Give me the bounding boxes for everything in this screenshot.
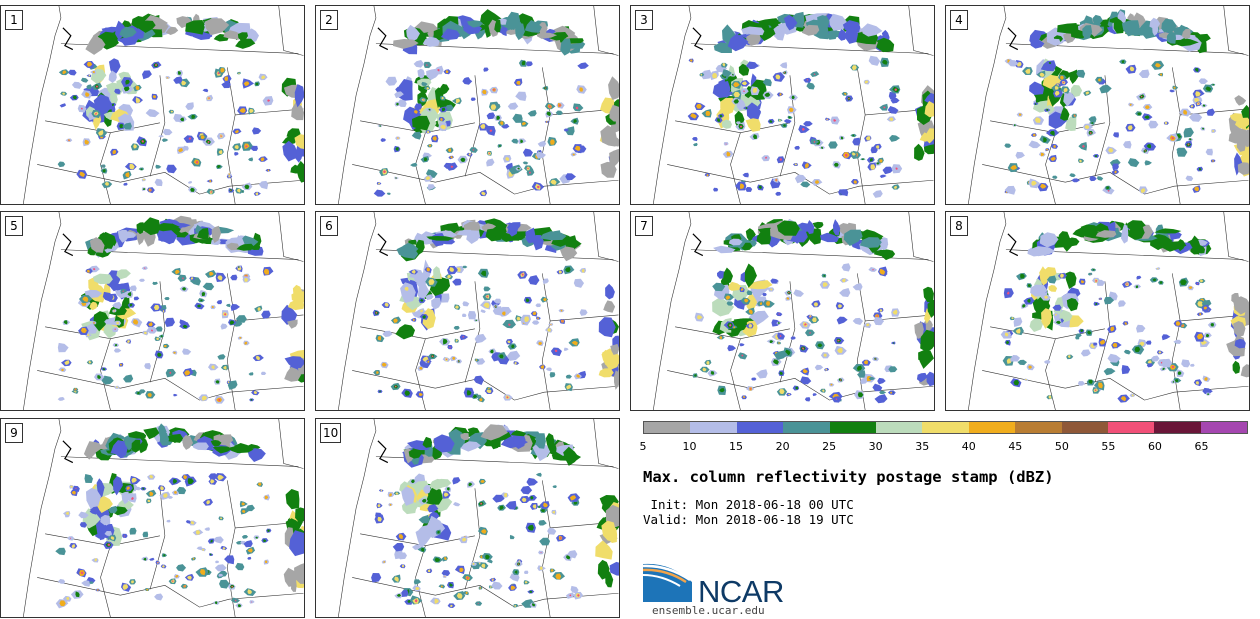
- colorbar-tick-label: 10: [682, 440, 697, 453]
- member-panel-8: 8: [945, 211, 1250, 411]
- member-label: 5: [5, 216, 23, 236]
- member-panel-1: 1: [0, 5, 305, 205]
- colorbar-tick-label: 40: [961, 440, 976, 453]
- member-panel-4: 4: [945, 5, 1250, 205]
- colorbar-tick-label: 30: [868, 440, 883, 453]
- ncar-logo-text: NCAR: [698, 574, 784, 609]
- colorbar-segment: [922, 422, 969, 433]
- reflectivity-map: [968, 212, 1249, 410]
- colorbar-segment: [1015, 422, 1062, 433]
- reflectivity-map: [23, 6, 304, 204]
- init-time: Init: Mon 2018-06-18 00 UTC: [643, 497, 854, 512]
- colorbar-ticks: 5 10 15 20 25 30 35 40 45 50 55 60 65: [639, 440, 1248, 456]
- reflectivity-map: [23, 419, 304, 617]
- member-label: 2: [320, 10, 338, 30]
- colorbar-tick-label: 35: [915, 440, 930, 453]
- member-label: 9: [5, 423, 23, 443]
- member-label: 3: [635, 10, 653, 30]
- member-label: 10: [320, 423, 342, 443]
- logo-url: ensemble.ucar.edu: [652, 604, 765, 617]
- colorbar-segment: [1200, 422, 1248, 433]
- member-label: 6: [320, 216, 338, 236]
- colorbar-segment: [644, 422, 691, 433]
- reflectivity-map: [653, 212, 934, 410]
- colorbar-segment: [1154, 422, 1201, 433]
- colorbar-tick-label: 25: [822, 440, 837, 453]
- reflectivity-map: [338, 419, 619, 617]
- ncar-logo-icon: [642, 563, 692, 602]
- member-panel-5: 5: [0, 211, 305, 411]
- figure-title: Max. column reflectivity postage stamp (…: [643, 468, 1054, 486]
- colorbar-tick-label: 20: [775, 440, 790, 453]
- colorbar-segment: [690, 422, 737, 433]
- member-label: 1: [5, 10, 23, 30]
- colorbar-tick-label: 65: [1194, 440, 1209, 453]
- colorbar-segment: [829, 422, 876, 433]
- colorbar-tick-label: 50: [1054, 440, 1069, 453]
- colorbar-segment: [1107, 422, 1155, 433]
- member-panel-7: 7: [630, 211, 935, 411]
- colorbar-segment: [736, 422, 784, 433]
- colorbar-segment: [783, 422, 830, 433]
- reflectivity-map: [338, 212, 619, 410]
- valid-time: Valid: Mon 2018-06-18 19 UTC: [643, 512, 854, 527]
- member-panel-2: 2: [315, 5, 620, 205]
- colorbar-tick-label: 45: [1008, 440, 1023, 453]
- member-label: 4: [950, 10, 968, 30]
- colorbar-tick-label: 5: [639, 440, 647, 453]
- member-panel-9: 9: [0, 418, 305, 618]
- member-panel-6: 6: [315, 211, 620, 411]
- reflectivity-map: [968, 6, 1249, 204]
- colorbar-segment: [1061, 422, 1108, 433]
- member-panel-3: 3: [630, 5, 935, 205]
- reflectivity-colorbar: [643, 421, 1248, 434]
- colorbar-segment: [968, 422, 1016, 433]
- member-label: 7: [635, 216, 653, 236]
- colorbar-tick-label: 15: [729, 440, 744, 453]
- colorbar-segment: [875, 422, 923, 433]
- colorbar-tick-label: 60: [1147, 440, 1162, 453]
- reflectivity-map: [338, 6, 619, 204]
- reflectivity-map: [23, 212, 304, 410]
- colorbar-tick-label: 55: [1101, 440, 1116, 453]
- member-label: 8: [950, 216, 968, 236]
- member-panel-10: 10: [315, 418, 620, 618]
- reflectivity-map: [653, 6, 934, 204]
